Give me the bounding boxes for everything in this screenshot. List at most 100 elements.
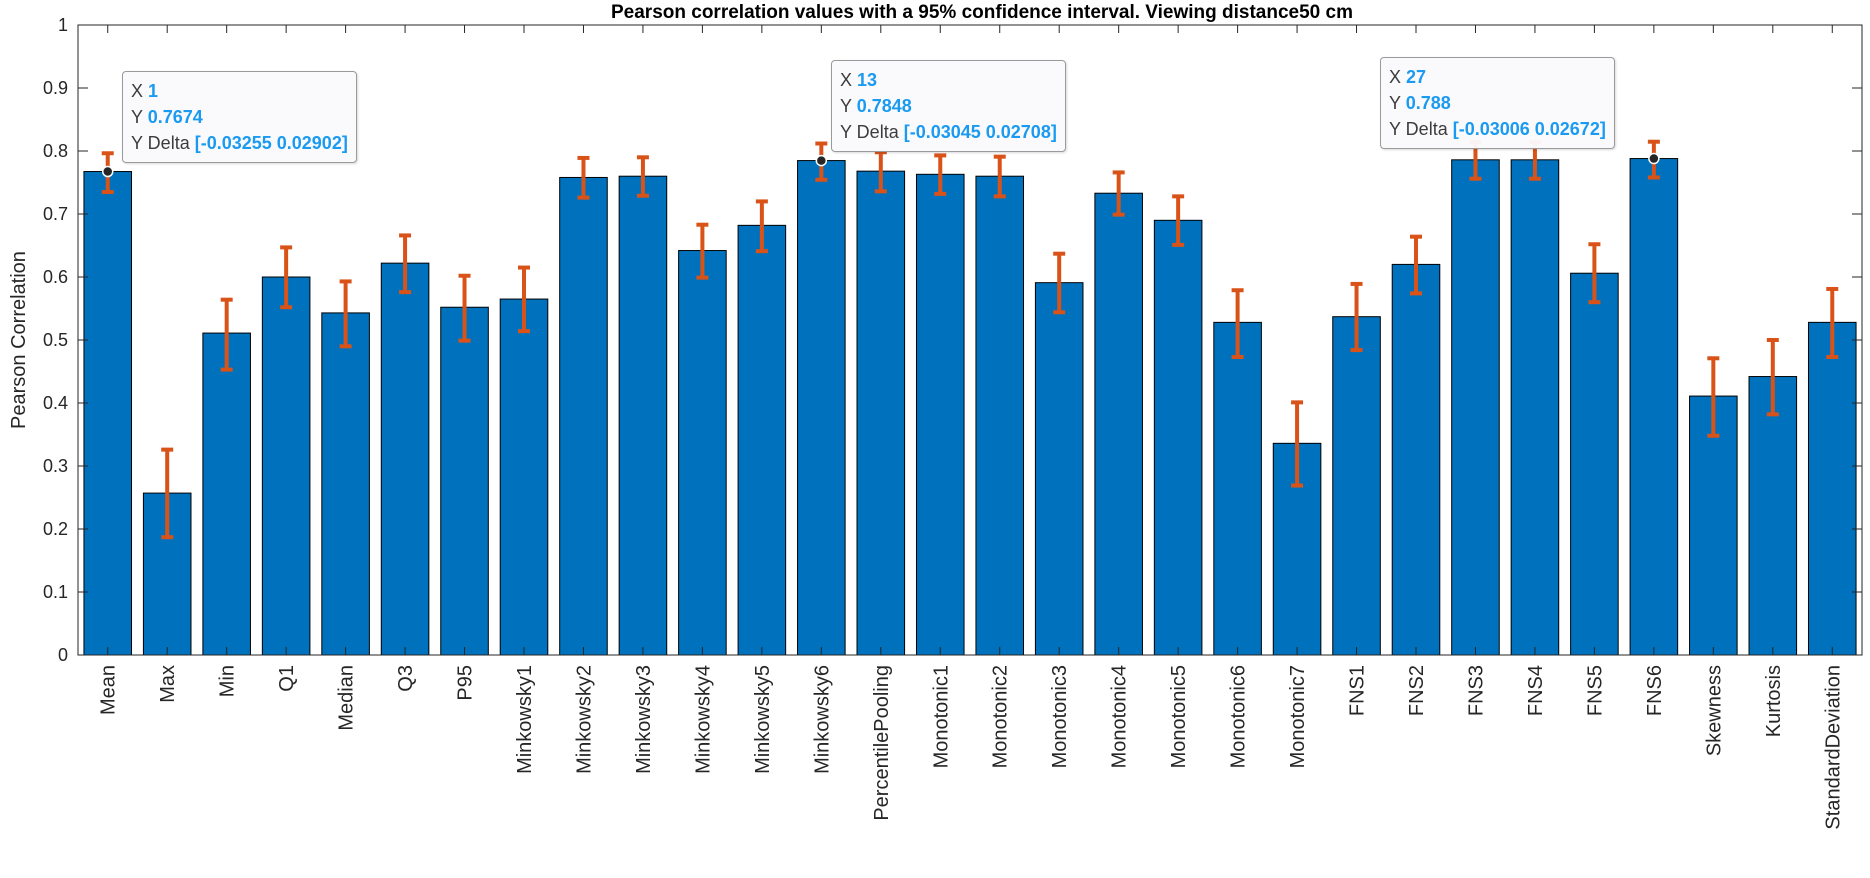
datatip-row: Y Delta [-0.03006 0.02672] <box>1389 116 1606 142</box>
x-tick-label: Monotonic5 <box>1168 665 1190 768</box>
chart-title: Pearson correlation values with a 95% co… <box>611 2 1353 23</box>
bar <box>1807 321 1857 656</box>
y-tick-label: 0.7 <box>43 204 68 224</box>
datatip-label: X <box>840 70 858 90</box>
datatip-value: 0.7848 <box>856 96 912 116</box>
x-tick-label: Minkowsky4 <box>692 665 714 774</box>
datatip-label: Y Delta <box>131 133 195 153</box>
bar <box>1748 376 1798 656</box>
datatip-row: Y Delta [-0.03045 0.02708] <box>840 119 1057 145</box>
bar <box>1153 219 1203 656</box>
bar <box>1094 192 1143 656</box>
y-tick-label: 0.3 <box>43 456 68 476</box>
datatip-value: 1 <box>148 81 159 101</box>
x-tick-label: Monotonic2 <box>990 665 1012 768</box>
x-tick-label: PercentilePooling <box>871 665 893 821</box>
bar <box>1213 321 1262 656</box>
datatip-row: Y 0.7848 <box>840 93 1057 119</box>
x-tick-label: Skewness <box>1703 665 1725 756</box>
bar <box>83 171 133 656</box>
bar <box>975 175 1025 656</box>
x-tick-label: Median <box>336 665 358 731</box>
bar <box>1629 158 1679 656</box>
bar <box>618 175 668 656</box>
bar <box>678 250 727 656</box>
datatip-value: 13 <box>857 70 878 90</box>
datatip-row: X 1 <box>131 78 348 104</box>
datatip-label: Y Delta <box>840 122 904 142</box>
bar <box>1391 263 1441 656</box>
x-tick-label: Monotonic7 <box>1287 665 1309 768</box>
bar <box>915 173 965 656</box>
datatip-label: Y <box>840 96 857 116</box>
bar <box>1570 272 1619 656</box>
y-tick-label: 0.6 <box>43 267 68 287</box>
datatip-label: Y Delta <box>1389 119 1453 139</box>
x-tick-label: Mean <box>98 665 120 715</box>
x-tick-label: FNS3 <box>1465 665 1487 716</box>
bar <box>1510 159 1560 656</box>
bar <box>202 332 251 656</box>
y-tick-label: 1 <box>58 15 68 35</box>
y-tick-label: 0.9 <box>43 78 68 98</box>
x-tick-label: Q1 <box>276 665 298 692</box>
x-tick-label: Minkowsky3 <box>633 665 655 774</box>
x-tick-label: FNS2 <box>1406 665 1428 716</box>
x-tick-label: Q3 <box>395 665 417 692</box>
bar <box>1689 395 1738 656</box>
datatip-marker <box>1648 152 1660 165</box>
y-tick-label: 0.5 <box>43 330 68 350</box>
datatip-label: X <box>1389 67 1407 87</box>
x-tick-label: Monotonic4 <box>1109 665 1131 768</box>
datatip-value: [-0.03006 0.02672] <box>1452 119 1606 139</box>
y-tick-label: 0.2 <box>43 519 68 539</box>
datatip-row: X 27 <box>1389 64 1606 90</box>
y-tick-label: 0.1 <box>43 582 68 602</box>
datatip-row: Y 0.7674 <box>131 104 348 130</box>
x-tick-label: Max <box>157 665 179 703</box>
datatip-row: Y 0.788 <box>1389 90 1606 116</box>
x-tick-label: Monotonic6 <box>1228 665 1250 768</box>
datatip[interactable]: X 27 Y 0.788 Y Delta [-0.03006 0.02672] <box>1380 57 1615 149</box>
bar <box>499 298 549 656</box>
x-tick-label: Monotonic3 <box>1049 665 1071 768</box>
bar <box>321 312 370 656</box>
y-tick-label: 0.4 <box>43 393 68 413</box>
datatip-value: [-0.03255 0.02902] <box>194 133 348 153</box>
datatip-label: Y <box>131 107 148 127</box>
bar <box>559 176 608 656</box>
x-tick-label: Minkowsky2 <box>573 665 595 774</box>
datatip-marker <box>101 165 114 178</box>
datatip-row: X 13 <box>840 67 1057 93</box>
bar <box>1332 316 1381 656</box>
bar <box>797 160 846 656</box>
plot-area: 0 0.1 0.2 0.3 0.4 0.5 0.6 0.7 0.8 0.9 1 Mean Max Min Q… <box>43 15 1863 830</box>
bar <box>261 276 311 656</box>
datatip-row: Y Delta [-0.03255 0.02902] <box>131 130 348 156</box>
x-tick-label: StandardDeviation <box>1822 665 1844 830</box>
x-tick-label: FNS5 <box>1584 665 1606 716</box>
x-tick-label: Monotonic1 <box>930 665 952 768</box>
x-tick-label: Min <box>217 665 239 697</box>
datatip-label: Y <box>1389 93 1406 113</box>
y-tick-label: 0.8 <box>43 141 68 161</box>
bar <box>737 224 787 656</box>
datatip-marker <box>815 154 828 167</box>
datatip-value: [-0.03045 0.02708] <box>903 122 1057 142</box>
x-tick-label: FNS4 <box>1525 665 1547 716</box>
bar <box>440 306 489 656</box>
datatip-value: 27 <box>1406 67 1427 87</box>
datatip[interactable]: X 13 Y 0.7848 Y Delta [-0.03045 0.02708] <box>831 60 1066 152</box>
bar <box>1451 159 1500 656</box>
x-tick-label: FNS1 <box>1347 665 1369 716</box>
datatip-label: X <box>131 81 149 101</box>
y-axis-label: Pearson Correlation <box>8 251 30 429</box>
datatip-value: 0.7674 <box>147 107 203 127</box>
x-tick-label: Minkowsky5 <box>752 665 774 774</box>
bar <box>380 262 430 656</box>
x-tick-label: Minkowsky1 <box>514 665 536 774</box>
x-tick-label: FNS6 <box>1644 665 1666 716</box>
x-tick-label: P95 <box>455 665 477 701</box>
